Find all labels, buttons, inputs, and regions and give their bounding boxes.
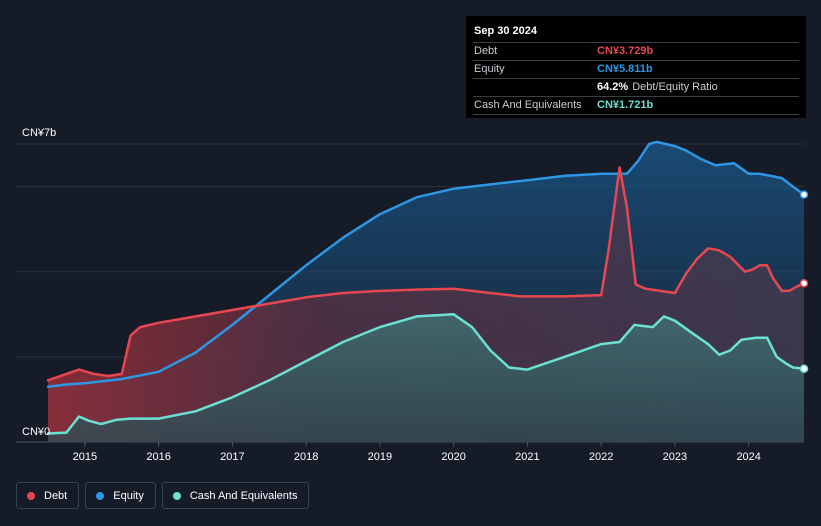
tooltip-value: 64.2% bbox=[597, 81, 629, 93]
x-tick-label: 2021 bbox=[515, 451, 539, 463]
tooltip-value: CN¥5.811b bbox=[597, 63, 653, 75]
endpoint-equity bbox=[799, 190, 809, 199]
x-tick-label: 2024 bbox=[736, 451, 760, 463]
line-equity bbox=[46, 140, 806, 388]
endpoint-cash-and-equivalents bbox=[799, 364, 809, 373]
tooltip-label: Cash And Equivalents bbox=[474, 99, 582, 111]
x-tick-label: 2020 bbox=[441, 451, 465, 463]
tooltip-ratio-label: Debt/Equity Ratio bbox=[632, 81, 718, 93]
tooltip-row-debt: Debt CN¥3.729b bbox=[473, 43, 799, 61]
legend-dot-icon bbox=[172, 491, 181, 500]
x-tick-label: 2023 bbox=[663, 451, 687, 463]
tooltip-label: Equity bbox=[474, 63, 505, 75]
data-tooltip: Sep 30 2024 Debt CN¥3.729b Equity CN¥5.8… bbox=[466, 16, 806, 118]
line-debt bbox=[46, 166, 806, 382]
tooltip-row-equity: Equity CN¥5.811b bbox=[473, 61, 799, 79]
tooltip-value: CN¥1.721b bbox=[597, 99, 654, 111]
legend-label: Cash And Equivalents bbox=[189, 489, 298, 502]
series-areas bbox=[48, 141, 804, 442]
chart-legend: Debt Equity Cash And Equivalents bbox=[16, 482, 310, 509]
area-cash-and-equivalents bbox=[48, 314, 804, 442]
tooltip-value: CN¥3.729b bbox=[597, 45, 654, 57]
tooltip-label: Debt bbox=[474, 45, 498, 57]
tooltip-row-ratio: 64.2% Debt/Equity Ratio bbox=[473, 79, 799, 97]
y-axis-top-label: CN¥7b bbox=[22, 127, 56, 139]
tooltip-date: Sep 30 2024 bbox=[473, 22, 799, 43]
line-cash-and-equivalents bbox=[46, 313, 806, 435]
legend-item-cash[interactable]: Cash And Equivalents bbox=[161, 482, 310, 509]
endpoint-debt bbox=[799, 279, 809, 288]
tooltip-label bbox=[474, 79, 597, 96]
x-tick-label: 2019 bbox=[368, 451, 392, 463]
y-axis-zero-label: CN¥0 bbox=[22, 426, 50, 438]
x-tick-label: 2017 bbox=[220, 451, 244, 463]
x-tick-label: 2016 bbox=[146, 451, 170, 463]
legend-dot-icon bbox=[96, 491, 105, 500]
x-tick-label: 2018 bbox=[294, 451, 318, 463]
x-tick-label: 2022 bbox=[589, 451, 613, 463]
legend-dot-icon bbox=[27, 491, 35, 500]
x-tick-label: 2015 bbox=[73, 451, 97, 463]
legend-item-equity[interactable]: Equity bbox=[85, 482, 156, 509]
tooltip-row-cash: Cash And Equivalents CN¥1.721b bbox=[473, 97, 799, 115]
series-lines bbox=[46, 140, 809, 435]
legend-label: Equity bbox=[113, 489, 144, 502]
x-axis-ticks: 2015 2016 2017 2018 2019 2020 2021 2022 2023 2024 bbox=[73, 442, 761, 463]
legend-item-debt[interactable]: Debt bbox=[16, 482, 80, 509]
legend-label: Debt bbox=[44, 489, 68, 502]
